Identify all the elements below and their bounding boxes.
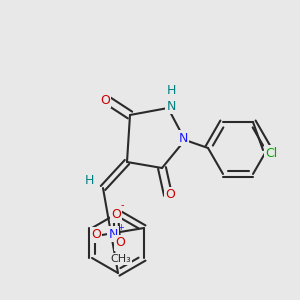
Text: O: O: [100, 94, 110, 106]
Text: O: O: [111, 208, 121, 221]
Text: O: O: [165, 188, 175, 202]
Text: O: O: [115, 236, 125, 250]
Text: CH₃: CH₃: [111, 254, 131, 264]
Text: -: -: [120, 200, 124, 210]
Text: O: O: [91, 229, 101, 242]
Text: N: N: [108, 227, 118, 241]
Text: N: N: [178, 131, 188, 145]
Text: H: H: [166, 83, 176, 97]
Text: Cl: Cl: [265, 146, 277, 160]
Text: N: N: [166, 100, 176, 112]
Text: +: +: [118, 224, 124, 232]
Text: H: H: [84, 173, 94, 187]
